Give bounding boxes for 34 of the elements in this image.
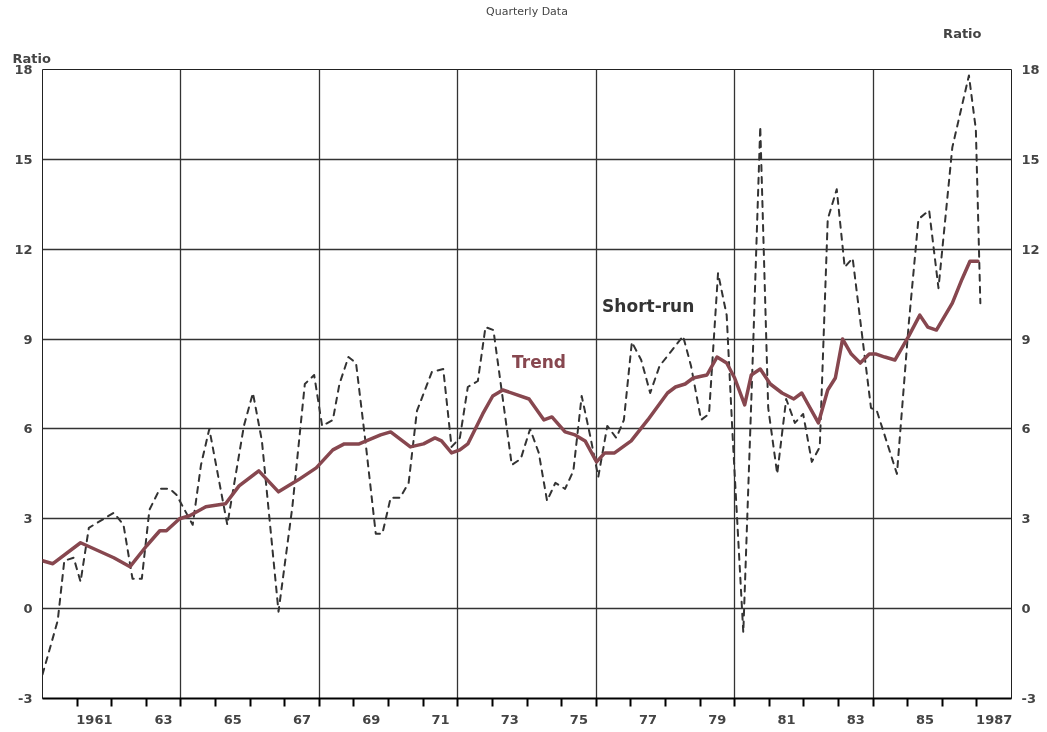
x-tick-label: 83	[846, 711, 865, 727]
x-tick-label: 63	[154, 711, 173, 727]
x-tick-label: 75	[569, 711, 588, 727]
y2-tick-label: -3	[1021, 691, 1036, 706]
y-tick-label: 15	[14, 151, 33, 167]
x-tick-label: 81	[777, 711, 796, 727]
y-tick-label: -3	[18, 691, 33, 706]
y-tick-label: 6	[23, 421, 33, 437]
x-tick-label: 85	[915, 711, 935, 727]
y-tick-label: 3	[23, 511, 33, 527]
y2-tick-label: 6	[1021, 421, 1031, 437]
x-tick-label: 71	[431, 711, 450, 727]
y2-tick-label: 9	[1021, 331, 1031, 347]
x-tick-label: 1987	[976, 711, 1013, 727]
y2-axis-title: Ratio	[943, 25, 982, 41]
y2-tick-label: 3	[1021, 511, 1031, 527]
x-tick-label: 77	[639, 711, 658, 727]
x-tick-label: 69	[362, 711, 381, 727]
y-tick-label: 0	[23, 601, 33, 617]
y2-tick-label: 12	[1021, 241, 1040, 257]
x-tick-label: 79	[708, 711, 727, 727]
series-label: Trend	[512, 351, 567, 372]
y2-tick-label: 15	[1021, 151, 1040, 167]
x-tick-label: 73	[500, 711, 519, 727]
line-series	[42, 259, 980, 569]
y2-tick-label: 0	[1021, 601, 1031, 617]
series-label: Short-run	[602, 296, 695, 317]
x-tick-label: 1961	[76, 711, 113, 727]
x-tick-label: 67	[293, 711, 312, 727]
y-tick-label: 9	[23, 331, 33, 347]
y-tick-label: 12	[14, 241, 33, 257]
x-tick-label: 65	[223, 711, 242, 727]
chart-title: Quarterly Data	[486, 4, 568, 18]
y2-tick-label: 18	[1021, 62, 1040, 77]
